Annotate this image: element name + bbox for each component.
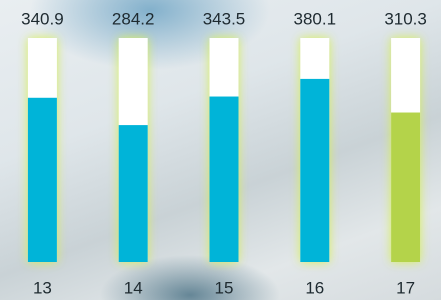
value-label: 380.1 bbox=[294, 9, 337, 28]
x-tick-label: 16 bbox=[305, 278, 324, 297]
value-label: 284.2 bbox=[112, 9, 155, 28]
bar bbox=[28, 98, 57, 262]
bar bbox=[210, 97, 239, 262]
bar-group bbox=[300, 38, 329, 262]
value-label: 343.5 bbox=[203, 9, 246, 28]
bar-group bbox=[210, 38, 239, 262]
x-tick-label: 13 bbox=[33, 278, 52, 297]
value-label: 310.3 bbox=[384, 9, 427, 28]
chart: 340.9 13 284.2 14 343.5 15 380.1 16 310.3 17 bbox=[0, 0, 441, 300]
value-label: 340.9 bbox=[21, 9, 64, 28]
bar-group bbox=[391, 38, 420, 262]
bar bbox=[119, 125, 148, 262]
bar-group bbox=[28, 38, 57, 262]
bar bbox=[300, 79, 329, 262]
bar bbox=[391, 113, 420, 262]
x-tick-label: 14 bbox=[124, 278, 143, 297]
bar-group bbox=[119, 38, 148, 262]
x-tick-label: 15 bbox=[215, 278, 234, 297]
x-tick-label: 17 bbox=[396, 278, 415, 297]
